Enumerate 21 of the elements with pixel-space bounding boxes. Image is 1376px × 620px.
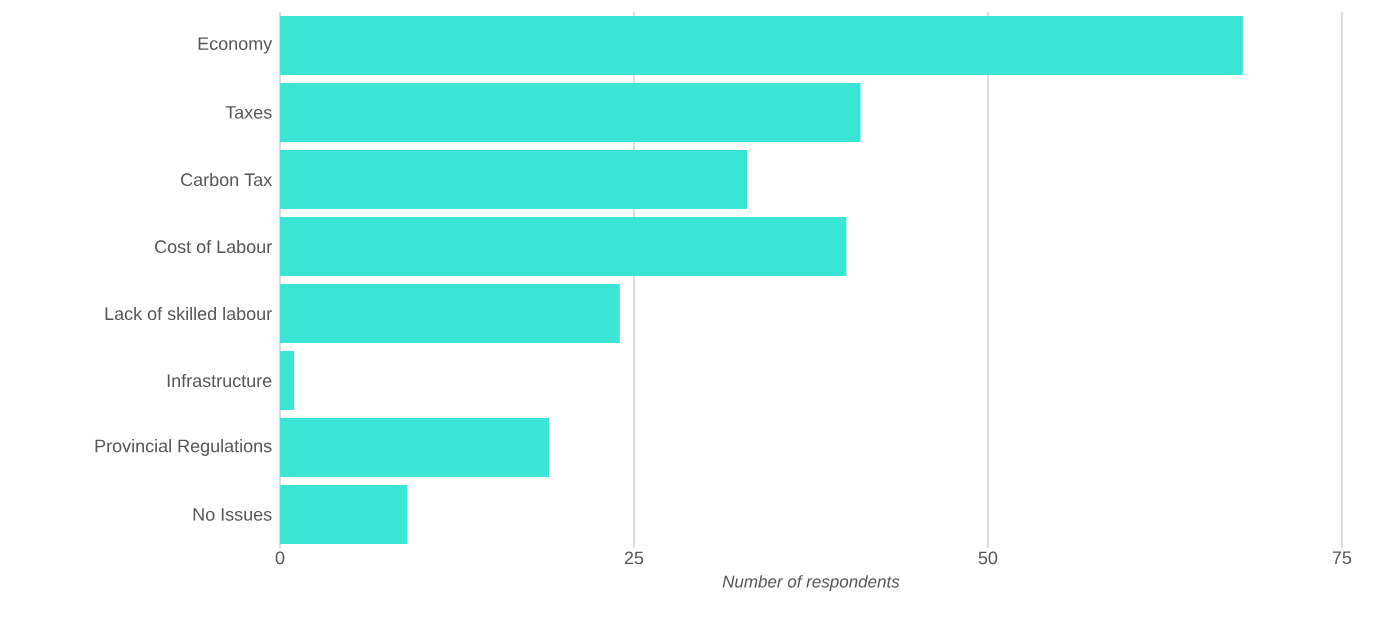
x-tick-label: 50 xyxy=(978,551,998,565)
y-tick-label: Cost of Labour xyxy=(155,239,272,254)
y-tick-label: No Issues xyxy=(193,508,272,521)
bar xyxy=(280,150,748,209)
bar xyxy=(280,485,408,544)
bar xyxy=(280,217,847,276)
x-tick-label: 0 xyxy=(275,551,285,565)
y-tick-label: Taxes xyxy=(225,106,272,119)
y-tick-label: Carbon Tax xyxy=(181,172,273,187)
bar xyxy=(280,16,1243,75)
bar xyxy=(280,284,620,343)
x-tick-label: 25 xyxy=(624,551,644,565)
y-tick-label: Economy xyxy=(198,37,273,54)
x-tick-label: 75 xyxy=(1332,551,1352,565)
y-tick-label: Provincial Regulations xyxy=(95,439,272,456)
bar xyxy=(280,418,550,477)
bar xyxy=(280,351,295,410)
bar xyxy=(280,83,861,142)
x-axis-title: Number of respondents xyxy=(722,575,900,591)
y-tick-label: Infrastructure xyxy=(167,373,272,388)
y-tick-label: Lack of skilled labour xyxy=(105,306,272,321)
